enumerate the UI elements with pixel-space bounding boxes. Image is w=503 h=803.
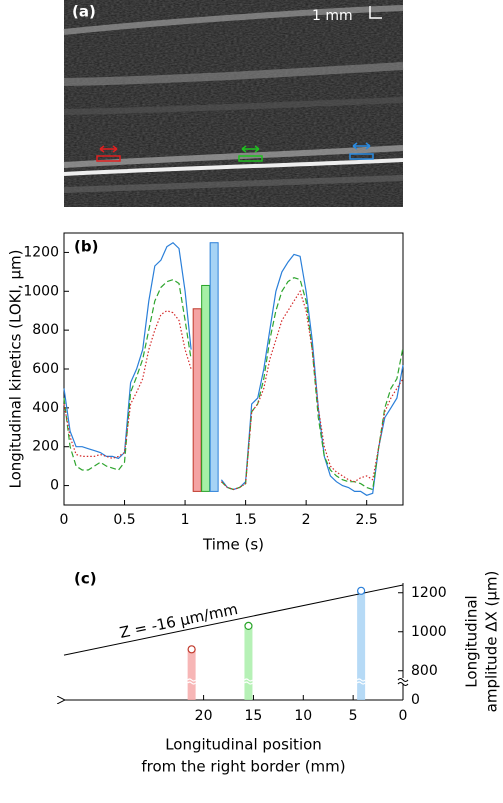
y-tick-label: 200 (32, 439, 59, 455)
annotation: Z = -16 µm/mm (118, 600, 239, 642)
series-line (63, 277, 404, 491)
amplitude-bar (187, 649, 196, 700)
y-tick-label: 0 (50, 478, 59, 494)
x-tick-label: 1 (181, 512, 190, 528)
y-tick-label: 1000 (411, 624, 447, 640)
y-tick-label: 0 (411, 692, 420, 708)
x-tick-label: 5 (349, 708, 358, 724)
x-tick-label: 15 (245, 708, 263, 724)
scale-label: 1 mm (312, 8, 353, 24)
y-tick-label: 800 (411, 663, 438, 679)
y-tick-label: 1200 (23, 244, 59, 260)
amplitude-bar (357, 590, 366, 700)
y-tick-label: 600 (32, 361, 59, 377)
series-line (63, 289, 404, 491)
x-axis-label: from the right border (mm) (141, 758, 345, 776)
axis-break (244, 678, 253, 685)
fit-line (63, 584, 404, 656)
x-tick-label: 20 (195, 708, 213, 724)
amplitude-bar (209, 242, 219, 492)
x-tick-label: 2.5 (356, 512, 378, 528)
plot-frame (63, 232, 404, 506)
axis-break (356, 678, 366, 685)
y-axis-label: Longitudinal kinetics (LOKI, µm) (7, 250, 25, 489)
x-axis-label: Longitudinal position (165, 736, 322, 754)
amplitude-bar (244, 625, 253, 700)
x-tick-label: 0 (60, 512, 69, 528)
x-tick-label: 0 (399, 708, 408, 724)
y-axis-label: amplitude ΔX (µm) (483, 571, 501, 713)
x-axis-label: Time (s) (202, 536, 264, 554)
point (244, 621, 253, 631)
ultrasound-image (63, 0, 404, 207)
axis-break (397, 678, 409, 686)
x-tick-label: 0.5 (113, 512, 135, 528)
series-line (63, 241, 404, 496)
panel-label: (a) (72, 3, 96, 21)
y-tick-label: 1000 (23, 283, 59, 299)
amplitude-bar (201, 284, 211, 492)
point (187, 645, 196, 654)
axis-break (187, 678, 197, 685)
amplitude-bar (192, 308, 202, 492)
panel-label: (c) (74, 570, 97, 588)
x-tick-label: 1.5 (234, 512, 256, 528)
x-tick-label: 2 (302, 512, 311, 528)
y-tick-label: 800 (32, 322, 59, 338)
point (357, 586, 366, 595)
y-tick-label: 400 (32, 400, 59, 416)
axis-break-gap (400, 678, 406, 684)
x-tick-label: 10 (294, 708, 312, 724)
y-axis-label: Longitudinal (463, 595, 481, 687)
y-tick-label: 1200 (411, 585, 447, 601)
panel-label: (b) (74, 238, 98, 256)
